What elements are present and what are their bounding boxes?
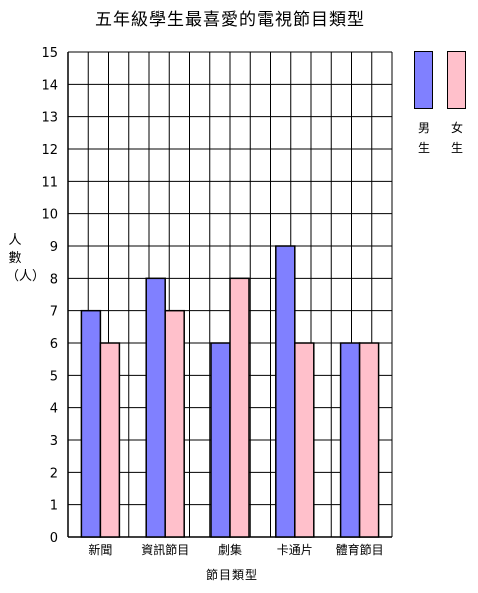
y-tick-label: 3 (50, 434, 58, 449)
y-tick-label: 14 (41, 78, 58, 93)
x-category-label: 卡通片 (277, 543, 313, 557)
bar-girls (294, 342, 315, 538)
x-category-label: 劇集 (218, 542, 242, 557)
bar-boys (80, 309, 102, 538)
y-tick-label: 1 (50, 499, 58, 514)
y-tick-label: 13 (41, 111, 58, 126)
y-tick-label: 0 (50, 531, 58, 546)
y-tick-label: 8 (50, 272, 58, 287)
y-tick-label: 2 (50, 466, 58, 481)
x-category-label: 資訊節目 (141, 542, 189, 557)
bar-boys (339, 342, 361, 538)
y-tick-label: 4 (50, 402, 58, 417)
bar-boys (275, 245, 296, 538)
y-tick-label: 9 (50, 240, 58, 255)
x-category-label: 體育節目 (336, 542, 384, 557)
x-category-label: 新聞 (88, 542, 112, 557)
bar-boys (145, 277, 166, 538)
bar-girls (229, 277, 250, 538)
legend-label-boys: 男生 (417, 121, 430, 155)
y-tick-label: 5 (50, 369, 58, 384)
y-tick-label: 7 (50, 305, 58, 320)
y-tick-label: 12 (41, 143, 58, 158)
x-axis-label: 節目類型 (205, 568, 258, 582)
y-tick-label: 15 (41, 46, 58, 61)
y-tick-label: 11 (41, 175, 58, 190)
bar-boys (210, 342, 231, 538)
y-tick-label: 6 (50, 337, 58, 352)
legend-swatch-girls (447, 51, 466, 109)
bar-girls (99, 342, 121, 538)
chart-title: 五年級學生最喜愛的電視節目類型 (95, 10, 365, 30)
legend-label-girls: 女生 (450, 121, 463, 155)
bar-girls (164, 309, 185, 538)
legend-swatch-boys (414, 51, 433, 109)
bar-girls (358, 342, 380, 538)
y-tick-label: 10 (41, 208, 58, 223)
